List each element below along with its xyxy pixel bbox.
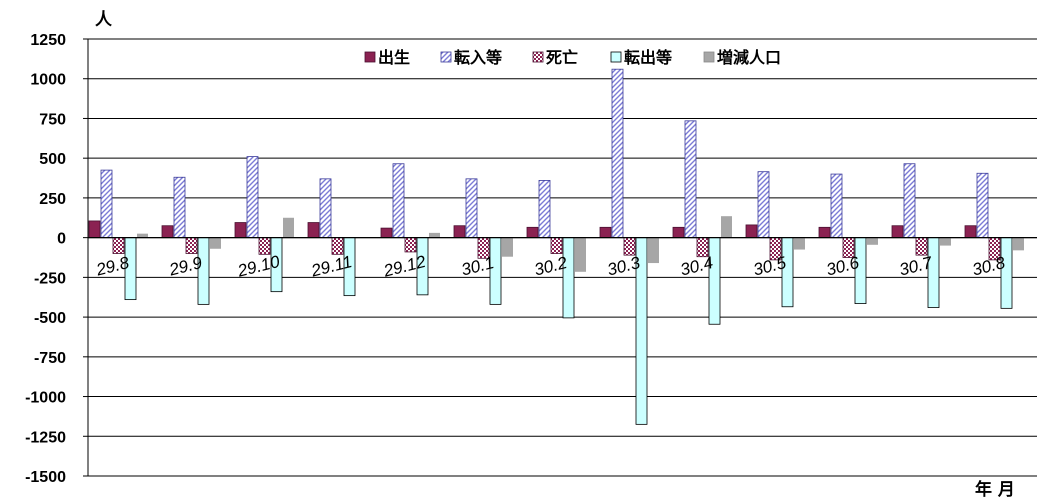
y-tick-label: 500 (39, 151, 66, 168)
bar-死亡-29.11 (331, 237, 344, 255)
bar-出生-29.9 (161, 225, 174, 239)
bar-出生-30.7 (891, 225, 904, 239)
bar-増減人口-30.8 (1013, 237, 1024, 251)
legend-label: 増減人口 (717, 48, 781, 67)
bar-出生-30.2 (526, 226, 539, 239)
bar-増減人口-29.8 (137, 233, 148, 238)
y-tick-label: 250 (39, 191, 66, 208)
bar-死亡-30.2 (550, 237, 563, 254)
y-tick-label: 0 (57, 231, 66, 248)
y-tick-label: -750 (34, 350, 66, 367)
bar-転入等-30.5 (757, 171, 770, 239)
bar-転入等-30.7 (903, 163, 916, 239)
bar-転出等-30.8 (1000, 237, 1013, 309)
bar-増減人口-29.9 (210, 237, 221, 249)
y-tick-label: -250 (34, 270, 66, 287)
bar-転出等-30.2 (562, 237, 575, 319)
y-tick-label: 750 (39, 111, 66, 128)
legend-swatch (532, 51, 544, 63)
bar-出生-29.12 (380, 227, 393, 239)
y-tick-label: -500 (34, 310, 66, 327)
x-category-labels: 29.8 29.9 29.10 29.11 29.12 30.1 30.2 30.3 30.4 3… (93, 252, 1007, 281)
legend-swatch (610, 51, 622, 63)
bar-死亡-30.3 (623, 237, 636, 256)
legend-label: 死亡 (546, 48, 578, 67)
bar-転入等-29.11 (319, 178, 332, 239)
bar-出生-29.11 (307, 222, 320, 239)
bar-転入等-30.8 (976, 172, 989, 239)
y-tick-label: -1250 (25, 429, 66, 446)
legend-label: 転入等 (454, 48, 502, 67)
y-tick-label: 1000 (30, 72, 66, 89)
bar-増減人口-30.7 (940, 237, 951, 246)
bar-出生-30.4 (672, 226, 685, 239)
bar-転入等-29.8 (100, 169, 113, 239)
bar-転入等-30.2 (538, 180, 551, 239)
legend-label: 出生 (378, 48, 410, 67)
bar-転入等-30.1 (465, 178, 478, 239)
legend-swatch (703, 51, 715, 63)
bar-増減人口-30.4 (721, 216, 732, 238)
bar-転入等-29.9 (173, 176, 186, 239)
y-tick-label: -1500 (25, 469, 66, 486)
bars (88, 68, 1024, 425)
bar-転入等-29.10 (246, 156, 259, 239)
bar-転入等-30.6 (830, 173, 843, 239)
bar-出生-29.10 (234, 222, 247, 239)
legend-swatch (364, 51, 376, 63)
legend-swatch (440, 51, 452, 63)
bar-死亡-29.9 (185, 237, 198, 254)
bar-転入等-30.3 (611, 68, 624, 239)
bar-死亡-29.8 (112, 237, 125, 254)
bar-増減人口-29.12 (429, 232, 440, 238)
bar-増減人口-30.2 (575, 237, 586, 272)
y-tick-label: -1000 (25, 390, 66, 407)
bar-転入等-30.4 (684, 120, 697, 239)
bar-出生-30.8 (964, 225, 977, 239)
bar-増減人口-30.1 (502, 237, 513, 257)
bar-増減人口-30.5 (794, 237, 805, 250)
bar-出生-30.6 (818, 226, 831, 239)
bar-死亡-30.7 (915, 237, 928, 256)
y-tick-label: 1250 (30, 32, 66, 49)
bar-増減人口-29.10 (283, 217, 294, 238)
y-tick-labels: 1250 1000 750 500 250 0 -250 -500 -750 -1000 -1250… (25, 32, 66, 486)
legend-label: 転出等 (624, 48, 672, 67)
bar-出生-30.3 (599, 226, 612, 239)
bar-死亡-29.10 (258, 237, 271, 255)
bar-転入等-29.12 (392, 163, 405, 239)
bar-死亡-29.12 (404, 237, 417, 253)
bar-出生-29.8 (88, 220, 101, 239)
axes (87, 39, 1037, 476)
bar-転出等-30.4 (708, 237, 721, 325)
bar-出生-30.5 (745, 224, 758, 239)
legend: 出生 転入等 死亡 転出等 増減人口 (364, 48, 781, 67)
bar-増減人口-30.3 (648, 237, 659, 264)
bar-増減人口-30.6 (867, 237, 878, 245)
x-axis-unit-label: 年 月 (975, 479, 1015, 500)
y-axis-unit-label: 人 (95, 10, 113, 30)
bar-出生-30.1 (453, 225, 466, 239)
